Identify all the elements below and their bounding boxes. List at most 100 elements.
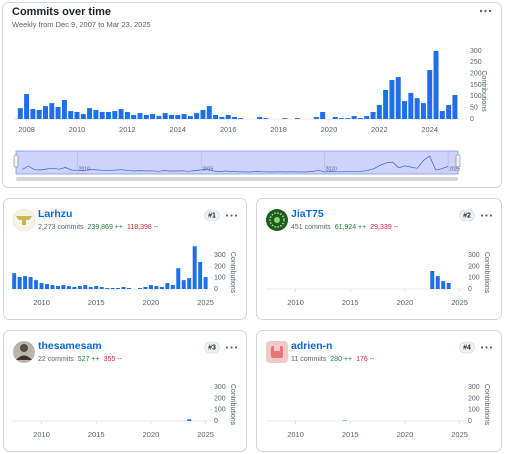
navigator-line <box>22 155 449 173</box>
bar <box>446 104 452 119</box>
menu-dot <box>489 214 493 217</box>
bar <box>80 114 86 119</box>
bar <box>414 98 420 119</box>
bar <box>24 94 30 119</box>
menu-button[interactable] <box>225 346 238 349</box>
menu-button[interactable] <box>480 214 493 217</box>
bar <box>320 111 326 119</box>
x-tick-label: 2025 <box>451 430 468 439</box>
bar <box>121 286 126 289</box>
avatar[interactable] <box>266 341 288 363</box>
menu-button[interactable] <box>480 346 493 349</box>
rank-label: #1 <box>208 213 216 220</box>
y-tick-label: 200 <box>470 71 482 78</box>
bar <box>36 109 42 119</box>
x-tick-label: 2016 <box>220 125 237 134</box>
bar <box>143 286 148 289</box>
bar <box>433 51 439 119</box>
y-axis-title: Contributions <box>483 384 490 426</box>
x-tick-label: 2020 <box>321 125 338 134</box>
bar <box>55 286 60 289</box>
menu-dot <box>234 346 238 349</box>
x-tick-label: 2025 <box>197 298 214 307</box>
x-tick-label: 2010 <box>33 298 50 307</box>
y-tick-label: 100 <box>214 275 226 282</box>
bar <box>23 276 28 289</box>
y-tick-label: 100 <box>470 93 482 100</box>
menu-button[interactable] <box>479 9 492 13</box>
bar <box>168 114 174 119</box>
bar <box>112 111 118 119</box>
bar <box>257 116 263 119</box>
contributor-name[interactable]: Larhzu <box>38 208 72 220</box>
bar <box>127 287 132 289</box>
contributor-name[interactable]: adrien-n <box>291 340 332 352</box>
x-tick-label: 2008 <box>18 125 35 134</box>
x-tick-label: 2015 <box>342 298 359 307</box>
bar <box>156 116 162 119</box>
bar <box>364 116 370 119</box>
y-tick-label: 0 <box>214 286 218 293</box>
range-handle[interactable] <box>13 154 19 168</box>
bar <box>294 118 300 119</box>
main-card <box>2 2 502 188</box>
y-tick-label: 250 <box>470 59 482 66</box>
contributor-name[interactable]: thesamesam <box>38 340 102 352</box>
bar <box>181 114 187 119</box>
contributor-name[interactable]: JiaT75 <box>291 208 324 220</box>
scrollbar[interactable] <box>16 177 458 181</box>
menu-dot <box>234 214 238 217</box>
bar <box>408 92 414 119</box>
bar <box>194 113 200 119</box>
contributor-additions: 61,924 ++ <box>335 224 367 231</box>
avatar[interactable] <box>266 209 288 231</box>
bar <box>137 287 142 289</box>
bar <box>88 286 93 289</box>
avatar[interactable] <box>13 341 35 363</box>
bar <box>55 106 61 119</box>
rank-label: #2 <box>463 213 471 220</box>
y-axis-title: Contributions <box>483 252 490 294</box>
y-tick-label: 200 <box>468 263 480 270</box>
bar <box>118 109 124 119</box>
y-tick-label: 0 <box>468 418 472 425</box>
avatar[interactable] <box>12 208 36 232</box>
menu-dot <box>485 214 488 217</box>
bar <box>332 116 338 119</box>
menu-dot <box>225 214 229 217</box>
range-handle[interactable] <box>455 154 461 168</box>
bar <box>263 118 269 119</box>
bar <box>383 89 389 119</box>
bar <box>45 284 50 289</box>
bar <box>402 101 408 119</box>
y-tick-label: 300 <box>468 252 480 259</box>
navigator-tick-label: 2010 <box>79 166 90 172</box>
contributor-commits: 22 commits <box>38 356 74 363</box>
y-tick-label: 0 <box>468 286 472 293</box>
bar <box>370 111 376 119</box>
contributor-additions: 527 ++ <box>78 356 100 363</box>
bar <box>187 116 193 119</box>
bar <box>148 285 153 289</box>
menu-button[interactable] <box>225 214 238 217</box>
y-tick-label: 300 <box>214 252 226 259</box>
y-tick-label: 100 <box>468 275 480 282</box>
bar <box>198 262 203 289</box>
bar <box>446 283 451 289</box>
bar <box>231 116 237 119</box>
bar <box>441 281 446 289</box>
x-tick-label: 2010 <box>69 125 86 134</box>
x-tick-label: 2010 <box>287 298 304 307</box>
menu-dot <box>480 346 484 349</box>
navigator-tick-label: 2020 <box>326 166 337 172</box>
bar <box>176 268 181 289</box>
chart-title: Commits over time <box>12 6 111 18</box>
bar <box>68 111 74 119</box>
bar <box>187 419 192 421</box>
bar <box>213 114 219 119</box>
menu-dot <box>230 214 233 217</box>
rank-badge <box>459 341 475 354</box>
bar <box>77 286 82 289</box>
x-tick-label: 2015 <box>88 430 105 439</box>
